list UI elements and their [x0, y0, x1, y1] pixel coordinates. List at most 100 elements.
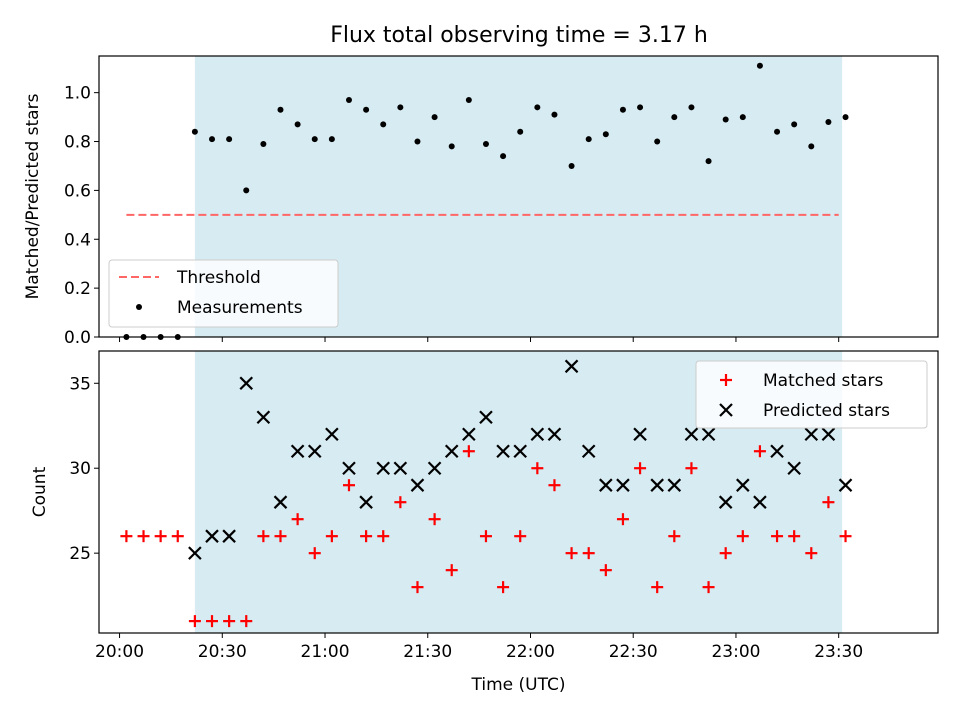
predicted-star-point — [239, 376, 254, 391]
predicted-star-point — [633, 427, 647, 442]
x-axis-label: Time (UTC) — [471, 675, 566, 695]
predicted-star-point — [770, 444, 784, 459]
chart-title: Flux total observing time = 3.17 h — [330, 23, 708, 48]
legend-measurements-swatch — [136, 304, 142, 310]
matched-star-point — [822, 496, 835, 509]
matched-star-point — [582, 547, 595, 560]
count-panel-frame — [98, 350, 939, 634]
ratio-legend-box — [108, 259, 339, 328]
predicted-star-point — [736, 478, 750, 492]
matched-star-point — [685, 462, 698, 475]
matched-star-point — [565, 547, 578, 560]
predicted-star-point — [325, 427, 339, 442]
count-panel: 25 30 35 20:00 20:30 21:00 21:30 22:00 22:30 23:… — [30, 350, 939, 695]
matched-star-point — [616, 513, 629, 526]
measurement-point — [363, 106, 370, 113]
ratio-y-tick-label: 0.8 — [64, 133, 91, 153]
matched-star-point — [788, 530, 801, 543]
predicted-star-point — [838, 478, 853, 492]
legend-measurements-label: Measurements — [177, 298, 303, 318]
predicted-star-point — [513, 444, 527, 459]
ratio-panel-frame — [98, 55, 939, 338]
measurement-point — [191, 128, 198, 135]
measurement-point — [585, 136, 592, 143]
predicted-star-point — [462, 427, 476, 442]
matched-star-point — [206, 615, 219, 628]
measurement-point — [842, 114, 849, 121]
matched-star-point — [805, 547, 818, 560]
count-y-axis-label: Count — [30, 466, 50, 517]
predicted-star-point — [616, 478, 630, 492]
predicted-star-point — [376, 461, 391, 475]
matched-star-point — [753, 445, 766, 458]
predicted-star-point — [821, 427, 836, 442]
measurement-point — [551, 111, 558, 118]
matched-star-point — [514, 530, 527, 543]
measurement-point — [637, 104, 644, 111]
x-tick-label: 20:30 — [198, 642, 247, 662]
matched-star-point — [531, 462, 544, 475]
predicted-star-point — [444, 444, 459, 459]
matched-star-point — [377, 530, 390, 543]
matched-star-point — [771, 530, 784, 543]
legend-threshold-label: Threshold — [176, 268, 261, 288]
count-legend-box — [695, 360, 928, 429]
ratio-y-axis: 0.0 0.2 0.4 0.6 0.8 1.0 — [64, 84, 99, 348]
predicted-star-point — [701, 427, 716, 442]
matched-star-point — [411, 581, 424, 594]
x-tick-label: 20:00 — [95, 642, 144, 662]
ratio-y-axis-label: Matched/Predicted stars — [23, 93, 43, 299]
x-tick-label: 23:30 — [814, 642, 863, 662]
ratio-y-tick-label: 1.0 — [64, 84, 91, 104]
matched-star-point — [223, 615, 236, 628]
measurement-point — [534, 104, 541, 111]
matched-star-point — [719, 547, 732, 560]
predicted-star-point — [410, 478, 425, 492]
matched-star-point — [360, 530, 373, 543]
x-tick-label: 23:00 — [711, 642, 760, 662]
measurement-point — [688, 104, 695, 111]
predicted-star-point — [667, 478, 682, 492]
x-tick-label: 22:00 — [506, 642, 555, 662]
measurement-point — [654, 138, 661, 145]
measurement-point — [602, 131, 609, 138]
matched-star-point — [497, 581, 510, 594]
measurement-point — [774, 128, 781, 135]
measurement-point — [500, 153, 507, 160]
measurement-point — [482, 140, 489, 147]
measurement-point — [705, 158, 712, 165]
measurement-point — [671, 114, 678, 121]
measurement-point — [568, 162, 575, 169]
measurement-point — [431, 114, 438, 121]
legend-predicted-label: Predicted stars — [763, 401, 890, 421]
measurement-point — [226, 136, 233, 143]
ratio-x-ticks — [119, 337, 840, 342]
ratio-y-tick-label: 0.0 — [64, 328, 91, 348]
count-y-tick-label: 25 — [69, 544, 91, 564]
matched-star-point — [171, 530, 184, 543]
measurement-point — [260, 140, 267, 147]
measurement-point — [791, 121, 798, 128]
matched-star-point — [634, 462, 647, 475]
measurement-point — [397, 104, 404, 111]
predicted-star-point — [753, 495, 767, 509]
predicted-star-point — [547, 427, 562, 442]
predicted-star-point — [650, 478, 664, 492]
predicted-star-point — [273, 495, 288, 509]
predicted-star-point — [496, 444, 510, 459]
predicted-star-point — [479, 410, 493, 425]
x-tick-label: 22:30 — [609, 642, 658, 662]
matched-star-point — [736, 530, 749, 543]
predicted-star-point — [599, 478, 613, 492]
matched-star-point — [548, 479, 561, 492]
matched-star-point — [308, 547, 321, 560]
measurement-point — [619, 106, 626, 113]
x-tick-label: 21:30 — [403, 642, 452, 662]
measurement-point — [739, 114, 746, 121]
legend-predicted-marker — [719, 403, 733, 417]
matched-star-point — [462, 445, 475, 458]
predicted-star-point — [530, 427, 545, 442]
ratio-panel: 0.0 0.2 0.4 0.6 0.8 1.0 Matched/Predicted sta… — [23, 55, 939, 348]
matched-star-point — [839, 530, 852, 543]
